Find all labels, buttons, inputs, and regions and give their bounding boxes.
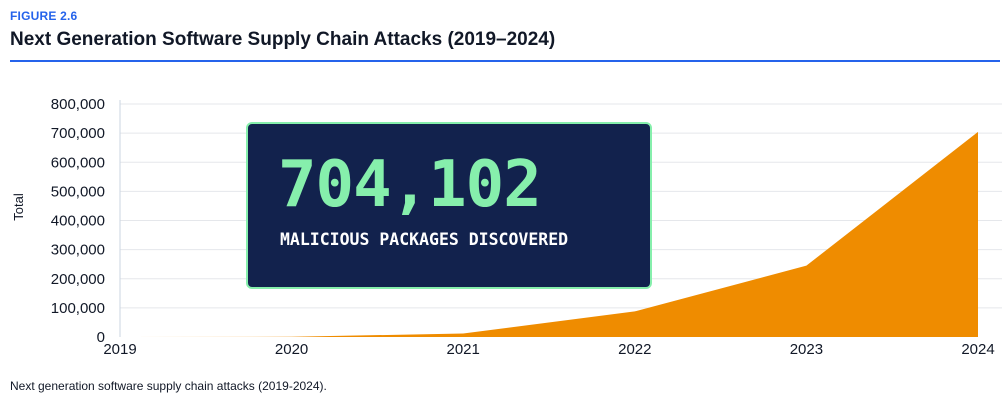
x-tick-label: 2022 <box>618 341 651 358</box>
y-tick-label: 600,000 <box>51 154 105 171</box>
y-tick-labels: 0 100,000 200,000 300,000 400,000 500,000 600,… <box>51 96 105 346</box>
x-tick-label: 2019 <box>103 341 136 358</box>
x-tick-labels: 2019 2020 2021 2022 2023 2024 <box>103 341 994 358</box>
x-tick-label: 2024 <box>961 341 994 358</box>
y-tick-label: 500,000 <box>51 183 105 200</box>
callout-label: MALICIOUS PACKAGES DISCOVERED <box>280 230 569 249</box>
y-tick-label: 800,000 <box>51 96 105 113</box>
y-tick-label: 400,000 <box>51 213 105 230</box>
x-tick-label: 2021 <box>447 341 480 358</box>
title-rule <box>10 60 1000 62</box>
y-tick-label: 100,000 <box>51 300 105 317</box>
figure-title: Next Generation Software Supply Chain At… <box>10 29 556 50</box>
figure-label: FIGURE 2.6 <box>10 9 78 23</box>
y-tick-label: 300,000 <box>51 242 105 259</box>
y-tick-label: 200,000 <box>51 271 105 288</box>
y-axis-label: Total <box>11 193 26 221</box>
y-tick-label: 0 <box>97 329 105 346</box>
figure-caption: Next generation software supply chain at… <box>10 379 327 393</box>
callout-value: 704,102 <box>278 148 542 222</box>
callout-box: 704,102 MALICIOUS PACKAGES DISCOVERED <box>246 122 652 289</box>
y-tick-label: 700,000 <box>51 125 105 142</box>
x-tick-label: 2023 <box>790 341 823 358</box>
x-tick-label: 2020 <box>275 341 308 358</box>
